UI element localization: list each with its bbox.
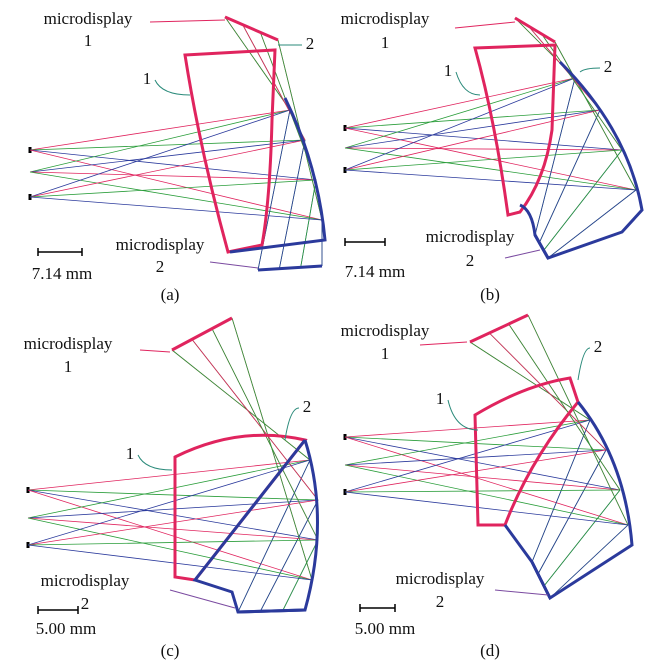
leader <box>210 262 258 268</box>
caption: (b) <box>480 285 500 304</box>
prism-1 <box>185 50 275 252</box>
surface-2-label: 2 <box>604 57 613 76</box>
microdisplay-1 <box>470 315 528 342</box>
ray <box>345 148 636 190</box>
caption: (a) <box>161 285 180 304</box>
prism-1 <box>475 378 578 525</box>
microdisplay-1-label: microdisplay <box>341 321 430 340</box>
scale-bar <box>345 238 385 246</box>
ray <box>30 150 316 180</box>
ray <box>509 324 620 490</box>
ray <box>535 78 575 235</box>
ray <box>28 540 318 545</box>
ray <box>30 110 290 150</box>
leader <box>455 22 515 28</box>
ray <box>345 78 575 128</box>
leader <box>155 80 190 95</box>
microdisplay-1-label: microdisplay <box>24 334 113 353</box>
microdisplay-1-label: microdisplay <box>44 9 133 28</box>
scale-bar <box>38 606 78 614</box>
microdisplay-2-label: microdisplay <box>396 569 485 588</box>
ray <box>28 490 318 500</box>
leader <box>140 350 170 352</box>
ray <box>345 492 628 525</box>
microdisplay-2-label: microdisplay <box>116 235 205 254</box>
ray <box>172 350 310 460</box>
ray <box>345 465 628 525</box>
ray <box>30 197 322 220</box>
microdisplay-2-label: microdisplay <box>426 227 515 246</box>
ray <box>345 420 590 492</box>
figure: microdisplay 1 1 2 microdisplay 2 7.14 mm (a) mi… <box>0 0 645 663</box>
prism-2 <box>505 402 632 598</box>
ray <box>345 437 620 490</box>
microdisplay-2-number: 2 <box>466 251 475 270</box>
ray <box>548 190 636 258</box>
ray <box>555 42 636 190</box>
ray <box>345 128 636 190</box>
microdisplay-2-number: 2 <box>436 592 445 611</box>
ray <box>30 150 322 220</box>
ray <box>301 180 316 267</box>
surface-1-label: 1 <box>444 61 453 80</box>
ray <box>192 339 318 500</box>
microdisplay-2 <box>258 266 322 270</box>
leader <box>170 590 235 608</box>
leader <box>495 590 548 595</box>
ray <box>550 525 628 598</box>
microdisplay-1-number: 1 <box>381 344 390 363</box>
leader <box>580 68 600 72</box>
ray <box>345 490 620 492</box>
scale-label: 5.00 mm <box>355 619 415 638</box>
caption: (d) <box>480 641 500 660</box>
ray <box>532 420 590 562</box>
surface-1-label: 1 <box>143 69 152 88</box>
ray <box>28 460 310 545</box>
surface-2-label: 2 <box>306 34 315 53</box>
leader <box>578 348 590 380</box>
leader <box>420 342 467 345</box>
microdisplay-1-number: 1 <box>64 357 73 376</box>
ray <box>28 490 312 580</box>
microdisplay-2-number: 2 <box>156 257 165 276</box>
microdisplay-1-number: 1 <box>84 31 93 50</box>
scale-label: 5.00 mm <box>36 619 96 638</box>
ray <box>28 500 318 545</box>
microdisplay-2-number: 2 <box>81 594 90 613</box>
caption: (c) <box>161 641 180 660</box>
leader <box>138 455 172 470</box>
ray <box>345 148 622 150</box>
leader <box>456 72 480 95</box>
surface-2-label: 2 <box>303 397 312 416</box>
leader <box>150 20 225 22</box>
leader <box>505 250 540 258</box>
scale-label: 7.14 mm <box>32 264 92 283</box>
surface-2-label: 2 <box>594 337 603 356</box>
microdisplay-2 <box>238 610 305 612</box>
surface-1-label: 1 <box>436 389 445 408</box>
ray <box>345 465 620 490</box>
surface-1-label: 1 <box>126 444 135 463</box>
scale-bar <box>38 248 82 256</box>
ray <box>539 110 600 243</box>
ray <box>30 110 290 172</box>
scale-label: 7.14 mm <box>345 262 405 281</box>
scale-bar <box>360 604 395 612</box>
microdisplay-2-label: microdisplay <box>41 571 130 590</box>
ray <box>528 315 628 525</box>
leader <box>285 408 299 440</box>
microdisplay-1-label: microdisplay <box>341 9 430 28</box>
ray <box>28 518 318 540</box>
microdisplay-1-number: 1 <box>381 33 390 52</box>
ray <box>279 140 305 269</box>
ray <box>345 170 636 190</box>
microdisplay-1 <box>172 318 232 350</box>
ray <box>345 128 622 150</box>
microdisplay-2 <box>532 562 550 598</box>
